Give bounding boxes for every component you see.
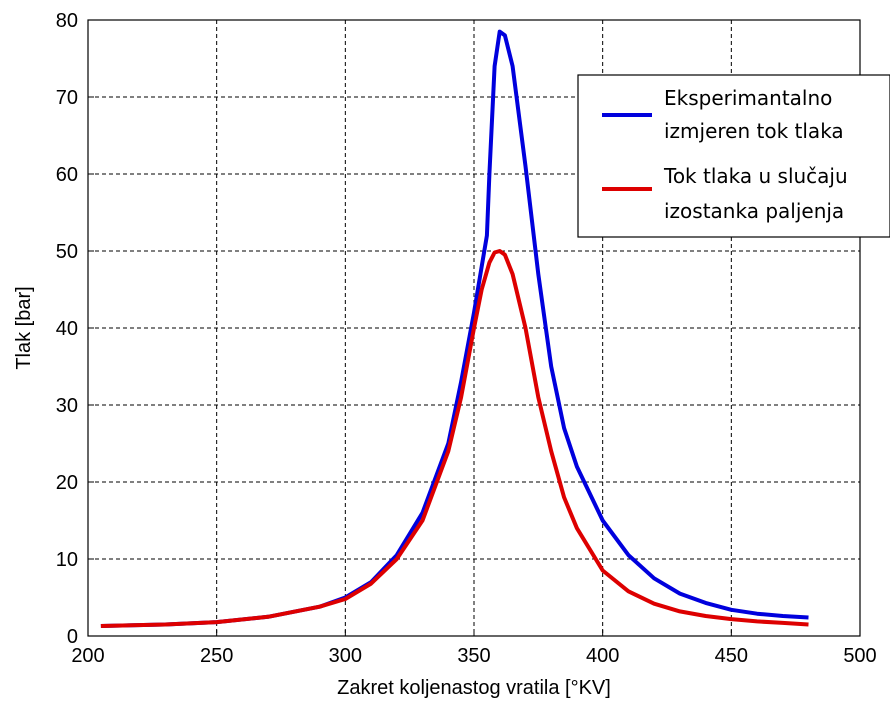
legend-box: [577, 74, 890, 238]
series-line-misfire: [100, 249, 809, 628]
axis-ticks: 200 250 300 350 400 450 500 0 10 20 30 40 50 60 70 80: [56, 10, 877, 667]
x-tick-label: 200: [71, 645, 104, 667]
legend-label-misfire-line2: izostanka paljenja: [664, 199, 844, 223]
y-tick-label: 10: [56, 549, 78, 571]
y-tick-label: 60: [56, 164, 78, 186]
y-tick-label: 20: [56, 472, 78, 494]
x-axis-label: Zakret koljenastog vratila [°KV]: [337, 677, 611, 699]
x-tick-label: 450: [715, 645, 748, 667]
x-tick-label: 300: [329, 645, 362, 667]
grid-lines: [88, 20, 860, 636]
x-tick-label: 250: [200, 645, 233, 667]
x-tick-label: 500: [843, 645, 876, 667]
legend-label-misfire-line1: Tok tlaka u slučaju: [663, 164, 848, 188]
y-tick-label: 80: [56, 10, 78, 32]
x-tick-label: 350: [457, 645, 490, 667]
legend: Eksperimantalno izmjeren tok tlaka Tok t…: [577, 74, 890, 238]
y-tick-label: 50: [56, 241, 78, 263]
y-tick-label: 40: [56, 318, 78, 340]
legend-label-experimental-line2: izmjeren tok tlaka: [664, 119, 844, 143]
y-tick-label: 0: [67, 626, 78, 648]
legend-label-experimental-line1: Eksperimantalno: [664, 86, 832, 110]
x-tick-label: 400: [586, 645, 619, 667]
y-axis-label: Tlak [bar]: [13, 286, 35, 369]
y-tick-label: 30: [56, 395, 78, 417]
y-tick-label: 70: [56, 87, 78, 109]
series-layer: [100, 29, 809, 628]
